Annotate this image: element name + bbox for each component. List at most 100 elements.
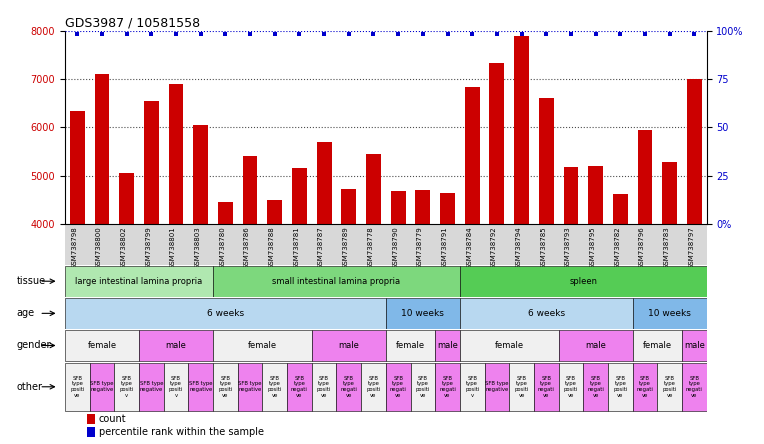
- FancyBboxPatch shape: [435, 363, 460, 411]
- Text: SFB
type
negati
ve: SFB type negati ve: [538, 376, 555, 398]
- Text: GSM738778: GSM738778: [367, 226, 374, 269]
- Bar: [514, 36, 529, 224]
- Text: SFB
type
positi
ve: SFB type positi ve: [366, 376, 380, 398]
- Bar: [465, 87, 480, 224]
- Text: female: female: [643, 341, 672, 350]
- Text: age: age: [17, 308, 35, 318]
- Bar: [70, 111, 85, 224]
- Text: GSM738795: GSM738795: [590, 226, 596, 269]
- Text: GSM738784: GSM738784: [466, 226, 472, 269]
- Text: GSM738800: GSM738800: [96, 226, 102, 269]
- Text: SFB
type
positi
v: SFB type positi v: [169, 376, 183, 398]
- Text: count: count: [99, 414, 127, 424]
- FancyBboxPatch shape: [65, 330, 139, 361]
- FancyBboxPatch shape: [65, 266, 213, 297]
- FancyBboxPatch shape: [410, 363, 435, 411]
- Text: 6 weeks: 6 weeks: [207, 309, 244, 318]
- Text: SFB
type
negati
ve: SFB type negati ve: [439, 376, 456, 398]
- FancyBboxPatch shape: [460, 266, 707, 297]
- Text: GSM738783: GSM738783: [664, 226, 670, 269]
- Bar: [317, 142, 332, 224]
- Text: small intestinal lamina propria: small intestinal lamina propria: [273, 277, 400, 286]
- Text: SFB type
negative: SFB type negative: [189, 381, 212, 392]
- Bar: [243, 156, 257, 224]
- Text: GSM738790: GSM738790: [392, 226, 398, 269]
- Text: male: male: [338, 341, 359, 350]
- Text: GSM738791: GSM738791: [442, 226, 448, 269]
- Text: GSM738781: GSM738781: [293, 226, 299, 269]
- Text: percentile rank within the sample: percentile rank within the sample: [99, 427, 264, 437]
- FancyBboxPatch shape: [262, 363, 287, 411]
- FancyBboxPatch shape: [460, 330, 558, 361]
- FancyBboxPatch shape: [633, 298, 707, 329]
- Text: SFB
type
positi
ve: SFB type positi ve: [514, 376, 529, 398]
- Bar: [342, 189, 356, 224]
- FancyBboxPatch shape: [89, 363, 115, 411]
- Text: male: male: [166, 341, 186, 350]
- Text: GSM738803: GSM738803: [195, 226, 201, 269]
- Bar: [638, 131, 652, 224]
- Text: GSM738797: GSM738797: [688, 226, 694, 269]
- FancyBboxPatch shape: [510, 363, 534, 411]
- Text: GSM738792: GSM738792: [491, 226, 497, 269]
- Bar: [416, 190, 430, 224]
- Text: SFB type
negative: SFB type negative: [90, 381, 114, 392]
- Text: GSM738799: GSM738799: [145, 226, 151, 269]
- FancyBboxPatch shape: [287, 363, 312, 411]
- FancyBboxPatch shape: [386, 298, 460, 329]
- Text: SFB
type
positi
ve: SFB type positi ve: [70, 376, 85, 398]
- Bar: [613, 194, 628, 224]
- Bar: [218, 202, 233, 224]
- FancyBboxPatch shape: [115, 363, 139, 411]
- Text: female: female: [248, 341, 277, 350]
- Text: SFB
type
negati
ve: SFB type negati ve: [390, 376, 406, 398]
- Text: GSM738789: GSM738789: [343, 226, 349, 269]
- Text: GSM738794: GSM738794: [516, 226, 522, 269]
- Bar: [119, 173, 134, 224]
- Text: SFB
type
positi
ve: SFB type positi ve: [317, 376, 332, 398]
- Text: GSM738787: GSM738787: [318, 226, 324, 269]
- FancyBboxPatch shape: [312, 363, 336, 411]
- FancyBboxPatch shape: [163, 363, 189, 411]
- Text: SFB type
negative: SFB type negative: [485, 381, 509, 392]
- Bar: [662, 162, 677, 224]
- FancyBboxPatch shape: [386, 363, 410, 411]
- Text: GSM738779: GSM738779: [417, 226, 422, 269]
- FancyBboxPatch shape: [213, 363, 238, 411]
- Bar: [390, 191, 406, 224]
- FancyBboxPatch shape: [460, 298, 633, 329]
- Text: SFB
type
negati
ve: SFB type negati ve: [636, 376, 653, 398]
- Text: 10 weeks: 10 weeks: [401, 309, 445, 318]
- Bar: [87, 414, 95, 424]
- FancyBboxPatch shape: [336, 363, 361, 411]
- Text: SFB type
negative: SFB type negative: [140, 381, 163, 392]
- Bar: [539, 98, 554, 224]
- Text: SFB
type
positi
v: SFB type positi v: [119, 376, 134, 398]
- FancyBboxPatch shape: [583, 363, 608, 411]
- Bar: [267, 200, 282, 224]
- Bar: [169, 84, 183, 224]
- Bar: [440, 194, 455, 224]
- FancyBboxPatch shape: [386, 330, 435, 361]
- FancyBboxPatch shape: [65, 363, 89, 411]
- Text: SFB
type
positi
ve: SFB type positi ve: [219, 376, 232, 398]
- Text: GSM738782: GSM738782: [614, 226, 620, 269]
- FancyBboxPatch shape: [213, 330, 312, 361]
- Text: SFB
type
positi
ve: SFB type positi ve: [613, 376, 627, 398]
- Text: SFB
type
negati
ve: SFB type negati ve: [686, 376, 703, 398]
- Text: SFB
type
positi
ve: SFB type positi ve: [267, 376, 282, 398]
- Text: male: male: [437, 341, 458, 350]
- Text: female: female: [87, 341, 117, 350]
- Text: 10 weeks: 10 weeks: [648, 309, 691, 318]
- Text: GSM738785: GSM738785: [540, 226, 546, 269]
- Bar: [193, 125, 208, 224]
- FancyBboxPatch shape: [361, 363, 386, 411]
- Text: GSM738802: GSM738802: [121, 226, 127, 269]
- Text: GSM738780: GSM738780: [219, 226, 225, 269]
- Text: GSM738796: GSM738796: [639, 226, 645, 269]
- Bar: [87, 427, 95, 437]
- Text: GSM738793: GSM738793: [565, 226, 571, 269]
- Bar: [366, 154, 381, 224]
- Text: GDS3987 / 10581558: GDS3987 / 10581558: [65, 17, 200, 30]
- Text: GSM738798: GSM738798: [71, 226, 77, 269]
